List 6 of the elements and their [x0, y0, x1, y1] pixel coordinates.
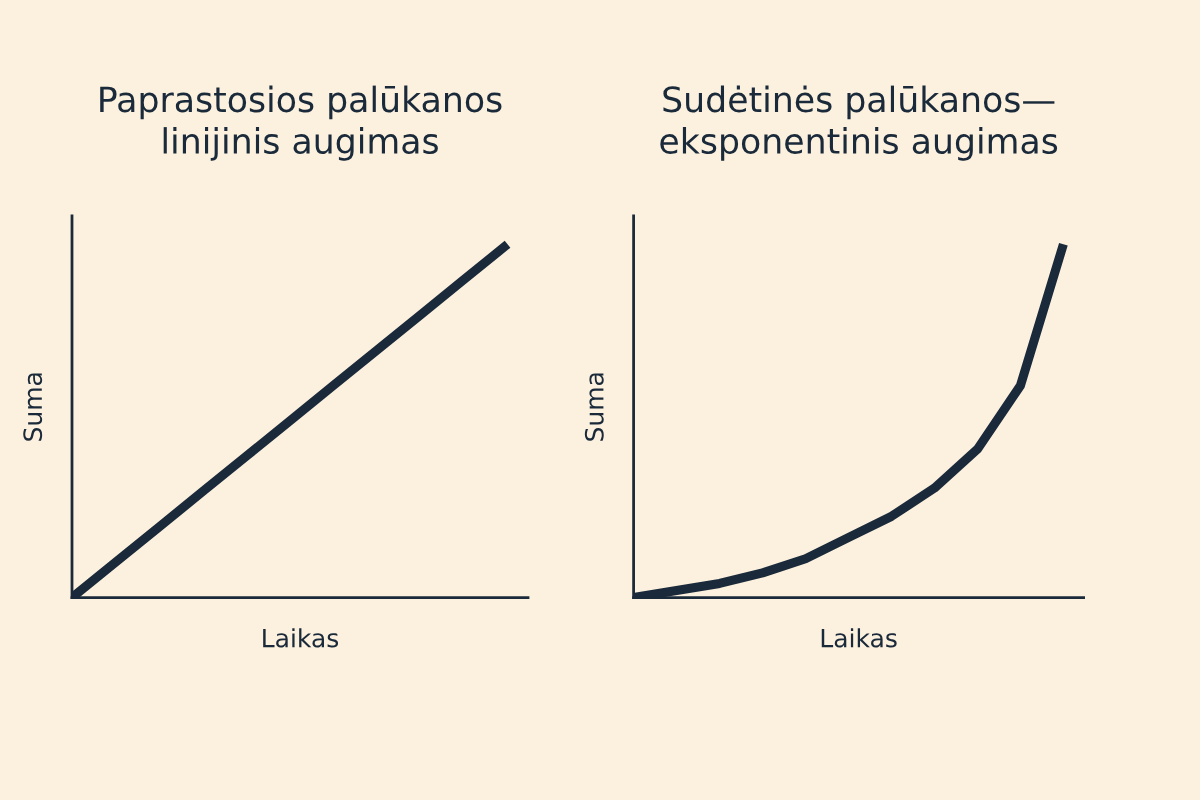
x-axis-title: Laikas	[821, 628, 897, 648]
chart-title: Sudėtinės palūkanos— eksponentinis augimas	[660, 85, 1058, 161]
chart-title: Paprastosios palūkanos linijinis augimas	[100, 85, 502, 161]
x-axis-title: Laikas	[263, 628, 339, 648]
y-axis-title: Suma	[23, 373, 43, 441]
y-axis-title: Suma	[584, 373, 604, 441]
